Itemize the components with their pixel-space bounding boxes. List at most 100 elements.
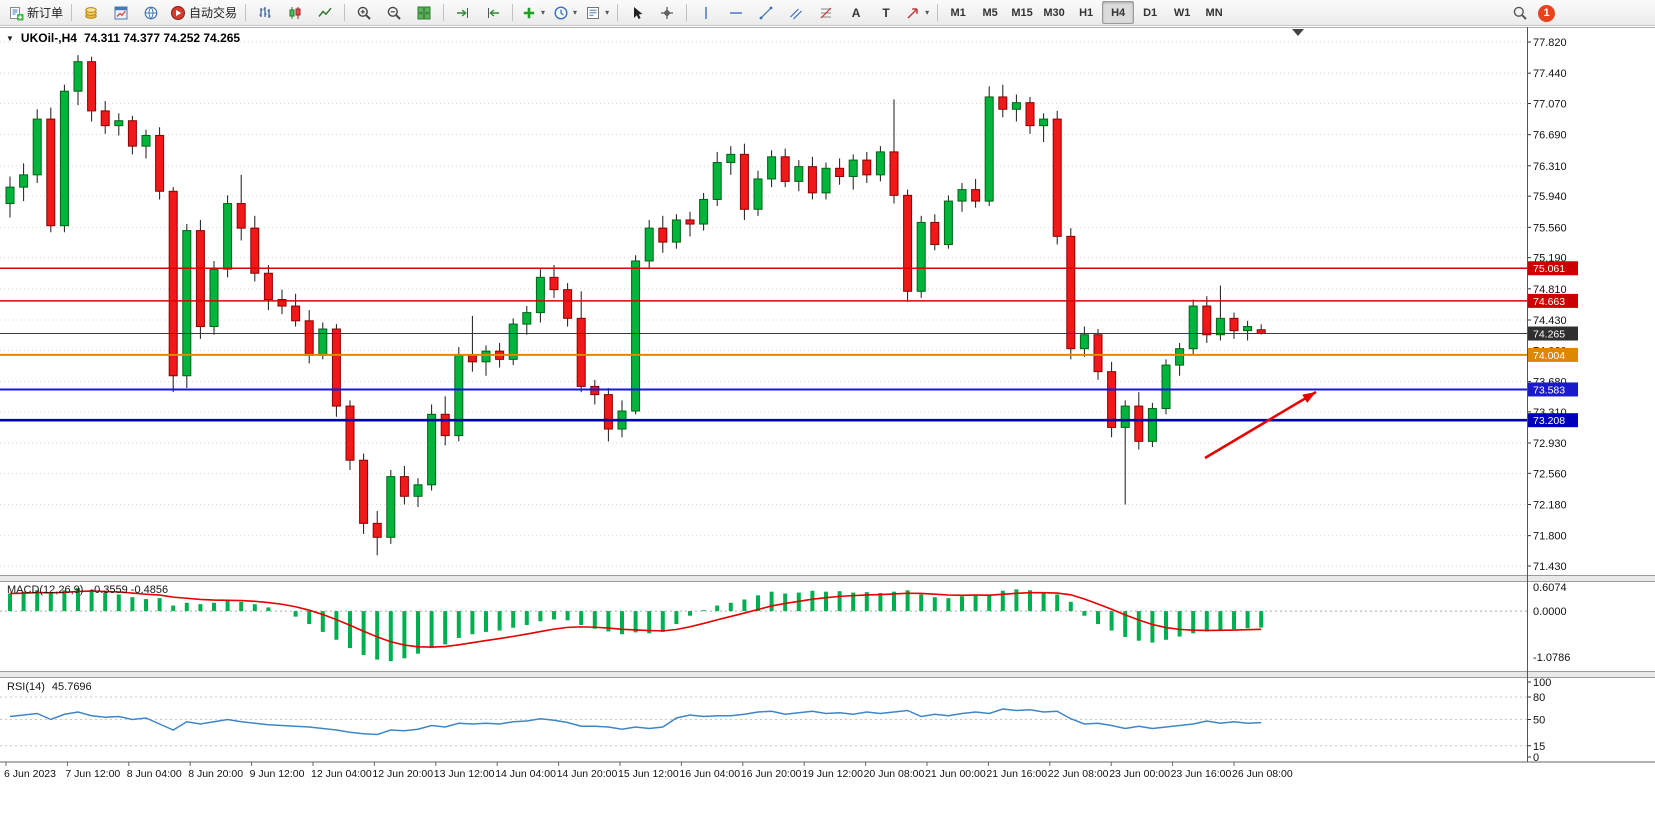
chart-shift-button[interactable] bbox=[478, 1, 508, 24]
toolbar-separator bbox=[71, 4, 73, 21]
timeframe-h1[interactable]: H1 bbox=[1079, 6, 1094, 19]
arrows-button[interactable]: ▾ bbox=[901, 1, 933, 24]
indicators-icon bbox=[521, 5, 537, 21]
charts-window-button[interactable] bbox=[106, 1, 136, 24]
timeframe-d1[interactable]: D1 bbox=[1143, 6, 1158, 19]
timeframe-m1[interactable]: M1 bbox=[950, 6, 966, 19]
mql-market-button[interactable] bbox=[76, 1, 106, 24]
cursor-button[interactable] bbox=[622, 1, 652, 24]
toolbar-separator bbox=[937, 4, 939, 21]
chevron-down-icon: ▾ bbox=[925, 8, 930, 17]
periods-button[interactable]: ▾ bbox=[549, 1, 581, 24]
crosshair-icon bbox=[659, 5, 675, 21]
svg-text:22 Jun 08:00: 22 Jun 08:00 bbox=[1048, 768, 1109, 780]
trendline-button[interactable] bbox=[751, 1, 781, 24]
svg-text:26 Jun 08:00: 26 Jun 08:00 bbox=[1232, 768, 1293, 780]
templates-button[interactable]: ▾ bbox=[581, 1, 613, 24]
svg-text:8 Jun 04:00: 8 Jun 04:00 bbox=[127, 768, 182, 780]
vertical-line-button[interactable] bbox=[691, 1, 721, 24]
svg-text:73.208: 73.208 bbox=[1533, 415, 1565, 427]
zoom-in-icon bbox=[356, 5, 372, 21]
chevron-down-icon: ▾ bbox=[605, 8, 610, 17]
news-button[interactable] bbox=[136, 1, 166, 24]
fibonacci-button[interactable] bbox=[811, 1, 841, 24]
svg-text:7 Jun 12:00: 7 Jun 12:00 bbox=[65, 768, 120, 780]
autotrade-button[interactable]: 自动交易 bbox=[166, 1, 241, 24]
macd-histogram bbox=[0, 587, 1527, 662]
autotrade-icon bbox=[170, 5, 186, 21]
new-order-button[interactable]: 新订单 bbox=[4, 1, 67, 24]
toolbar-separator bbox=[245, 4, 247, 21]
x-axis-labels: 6 Jun 2023 7 Jun 12:00 8 Jun 04:00 8 Jun 20… bbox=[4, 762, 1293, 780]
chart-surface[interactable] bbox=[0, 27, 1527, 762]
crosshair-button[interactable] bbox=[652, 1, 682, 24]
svg-text:73.583: 73.583 bbox=[1533, 384, 1565, 396]
indicators-button[interactable]: ▾ bbox=[517, 1, 549, 24]
timeframe-m15[interactable]: M15 bbox=[1011, 6, 1033, 19]
mql-market-icon bbox=[83, 5, 99, 21]
search-icon[interactable] bbox=[1512, 5, 1528, 21]
svg-text:76.310: 76.310 bbox=[1533, 161, 1567, 173]
text-label-icon: T bbox=[882, 5, 890, 20]
svg-text:14 Jun 20:00: 14 Jun 20:00 bbox=[557, 768, 618, 780]
zoom-in-button[interactable] bbox=[349, 1, 379, 24]
collapse-panel-icon[interactable]: ▼ bbox=[6, 33, 14, 43]
zoom-out-icon bbox=[386, 5, 402, 21]
text-icon: A bbox=[851, 5, 861, 20]
rsi-header: RSI(14) 45.7696 bbox=[7, 681, 92, 693]
chart-shift-icon bbox=[485, 5, 501, 21]
svg-text:23 Jun 00:00: 23 Jun 00:00 bbox=[1109, 768, 1170, 780]
rsi-panel: 100 80 50 150 bbox=[0, 677, 1551, 764]
candlestick-chart-button[interactable] bbox=[280, 1, 310, 24]
svg-text:71.800: 71.800 bbox=[1533, 531, 1567, 543]
panel-divider[interactable] bbox=[0, 671, 1655, 678]
auto-scroll-button[interactable] bbox=[448, 1, 478, 24]
svg-text:14 Jun 04:00: 14 Jun 04:00 bbox=[495, 768, 556, 780]
charts-window-icon bbox=[113, 5, 129, 21]
chart-canvas[interactable]: 77.820 77.440 77.070 76.690 76.310 75.940 75.5… bbox=[0, 26, 1655, 829]
trend-arrow[interactable] bbox=[1204, 390, 1317, 460]
line-chart-button[interactable] bbox=[310, 1, 340, 24]
svg-text:8 Jun 20:00: 8 Jun 20:00 bbox=[188, 768, 243, 780]
chart-symbol-period: UKOil-,H4 bbox=[20, 31, 77, 45]
timeframe-m30[interactable]: M30 bbox=[1043, 6, 1065, 19]
horizontal-line-button[interactable] bbox=[721, 1, 751, 24]
svg-text:74.663: 74.663 bbox=[1533, 296, 1565, 308]
macd-values: -0.3559 -0.4856 bbox=[90, 584, 169, 596]
macd-header: MACD(12,26,9) -0.3559 -0.4856 bbox=[7, 584, 168, 596]
timeframe-bar: M1 M5 M15 M30 H1 H4 D1 W1 MN bbox=[942, 1, 1230, 24]
timeframe-h4[interactable]: H4 bbox=[1102, 1, 1135, 24]
macd-signal-line bbox=[9, 590, 1262, 648]
svg-text:0.0000: 0.0000 bbox=[1533, 606, 1567, 618]
horizontal-line-icon bbox=[728, 5, 744, 21]
text-button[interactable]: A bbox=[841, 1, 871, 24]
timeframe-m5[interactable]: M5 bbox=[982, 6, 998, 19]
bar-chart-button[interactable] bbox=[250, 1, 280, 24]
horizontal-lines[interactable] bbox=[0, 267, 1527, 422]
svg-text:12 Jun 04:00: 12 Jun 04:00 bbox=[311, 768, 372, 780]
svg-text:0: 0 bbox=[1533, 752, 1539, 764]
periods-icon bbox=[553, 5, 569, 21]
notification-badge[interactable]: 1 bbox=[1538, 4, 1555, 22]
svg-text:77.070: 77.070 bbox=[1533, 99, 1567, 111]
cursor-icon bbox=[629, 5, 645, 21]
tile-windows-button[interactable] bbox=[409, 1, 439, 24]
svg-text:15: 15 bbox=[1533, 741, 1545, 753]
chart-title: ▼ UKOil-,H4 74.311 74.377 74.252 74.265 bbox=[6, 31, 240, 45]
templates-icon bbox=[585, 5, 601, 21]
text-label-button[interactable]: T bbox=[871, 1, 901, 24]
svg-text:23 Jun 16:00: 23 Jun 16:00 bbox=[1171, 768, 1232, 780]
panel-divider[interactable] bbox=[0, 575, 1655, 582]
zoom-out-button[interactable] bbox=[379, 1, 409, 24]
svg-text:80: 80 bbox=[1533, 692, 1545, 704]
svg-text:74.004: 74.004 bbox=[1533, 350, 1565, 362]
channel-button[interactable] bbox=[781, 1, 811, 24]
chevron-down-icon: ▾ bbox=[573, 8, 578, 17]
fibonacci-icon bbox=[818, 5, 834, 21]
svg-text:19 Jun 12:00: 19 Jun 12:00 bbox=[802, 768, 863, 780]
toolbar-separator bbox=[617, 4, 619, 21]
arrows-icon bbox=[905, 5, 921, 21]
toolbar: 新订单 自动交易 ▾ ▾ ▾ A T ▾ M1 M5 M15 M30 H1 H4 D1 W1 MN 1 bbox=[0, 0, 1655, 26]
timeframe-mn[interactable]: MN bbox=[1205, 6, 1223, 19]
timeframe-w1[interactable]: W1 bbox=[1173, 6, 1191, 19]
